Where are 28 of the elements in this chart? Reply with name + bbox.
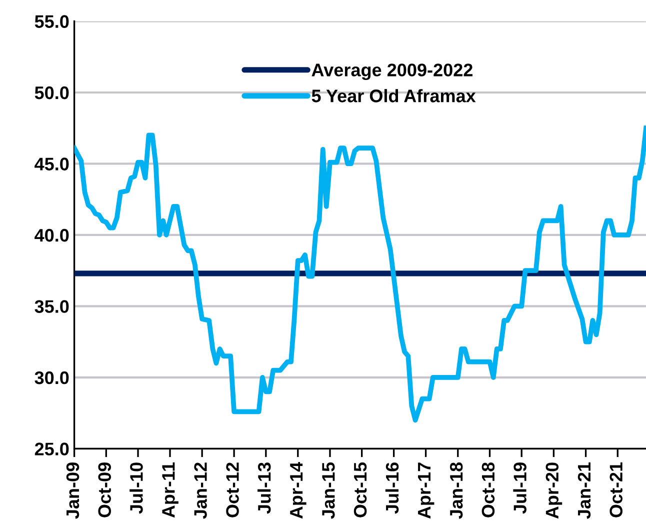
x-tick-label: Jul-13 — [257, 462, 271, 514]
legend-label: Average 2009-2022 — [312, 64, 472, 80]
y-tick-label: 25.0 — [34, 442, 69, 456]
legend-label: 5 Year Old Aframax — [312, 89, 476, 102]
line-series — [74, 126, 646, 423]
x-tick-label: Apr-14 — [290, 462, 306, 519]
y-tick-label: 35.0 — [34, 300, 69, 313]
x-tick-label: Oct-09 — [98, 462, 111, 518]
x-tick-label: Jan-21 — [578, 462, 591, 519]
y-tick-label: 55.0 — [34, 15, 69, 28]
x-tick-label: Jan-18 — [450, 462, 463, 519]
y-tick-label: 30.0 — [34, 371, 69, 384]
y-tick-label: 50.0 — [34, 86, 69, 100]
x-tick-label: Oct-15 — [354, 462, 367, 518]
x-tick-label: Jul-19 — [513, 462, 526, 514]
x-tick-label: Apr-17 — [418, 462, 434, 519]
y-tick-label: 40.0 — [34, 228, 69, 242]
x-tick-label: Jan-15 — [322, 462, 335, 519]
x-tick-label: Jan-09 — [66, 462, 80, 519]
x-tick-label: Jul-16 — [385, 462, 399, 514]
x-tick-label: Oct-12 — [226, 462, 239, 518]
x-tick-label: Apr-11 — [162, 462, 178, 518]
x-tick-label: Jan-12 — [194, 462, 207, 519]
y-tick-label: 45.0 — [34, 158, 69, 170]
x-tick-label: Jul-10 — [130, 462, 143, 514]
x-tick-label: Apr-20 — [546, 462, 562, 519]
x-tick-label: Oct-21 — [610, 462, 622, 518]
x-tick-label: Oct-18 — [482, 462, 495, 518]
